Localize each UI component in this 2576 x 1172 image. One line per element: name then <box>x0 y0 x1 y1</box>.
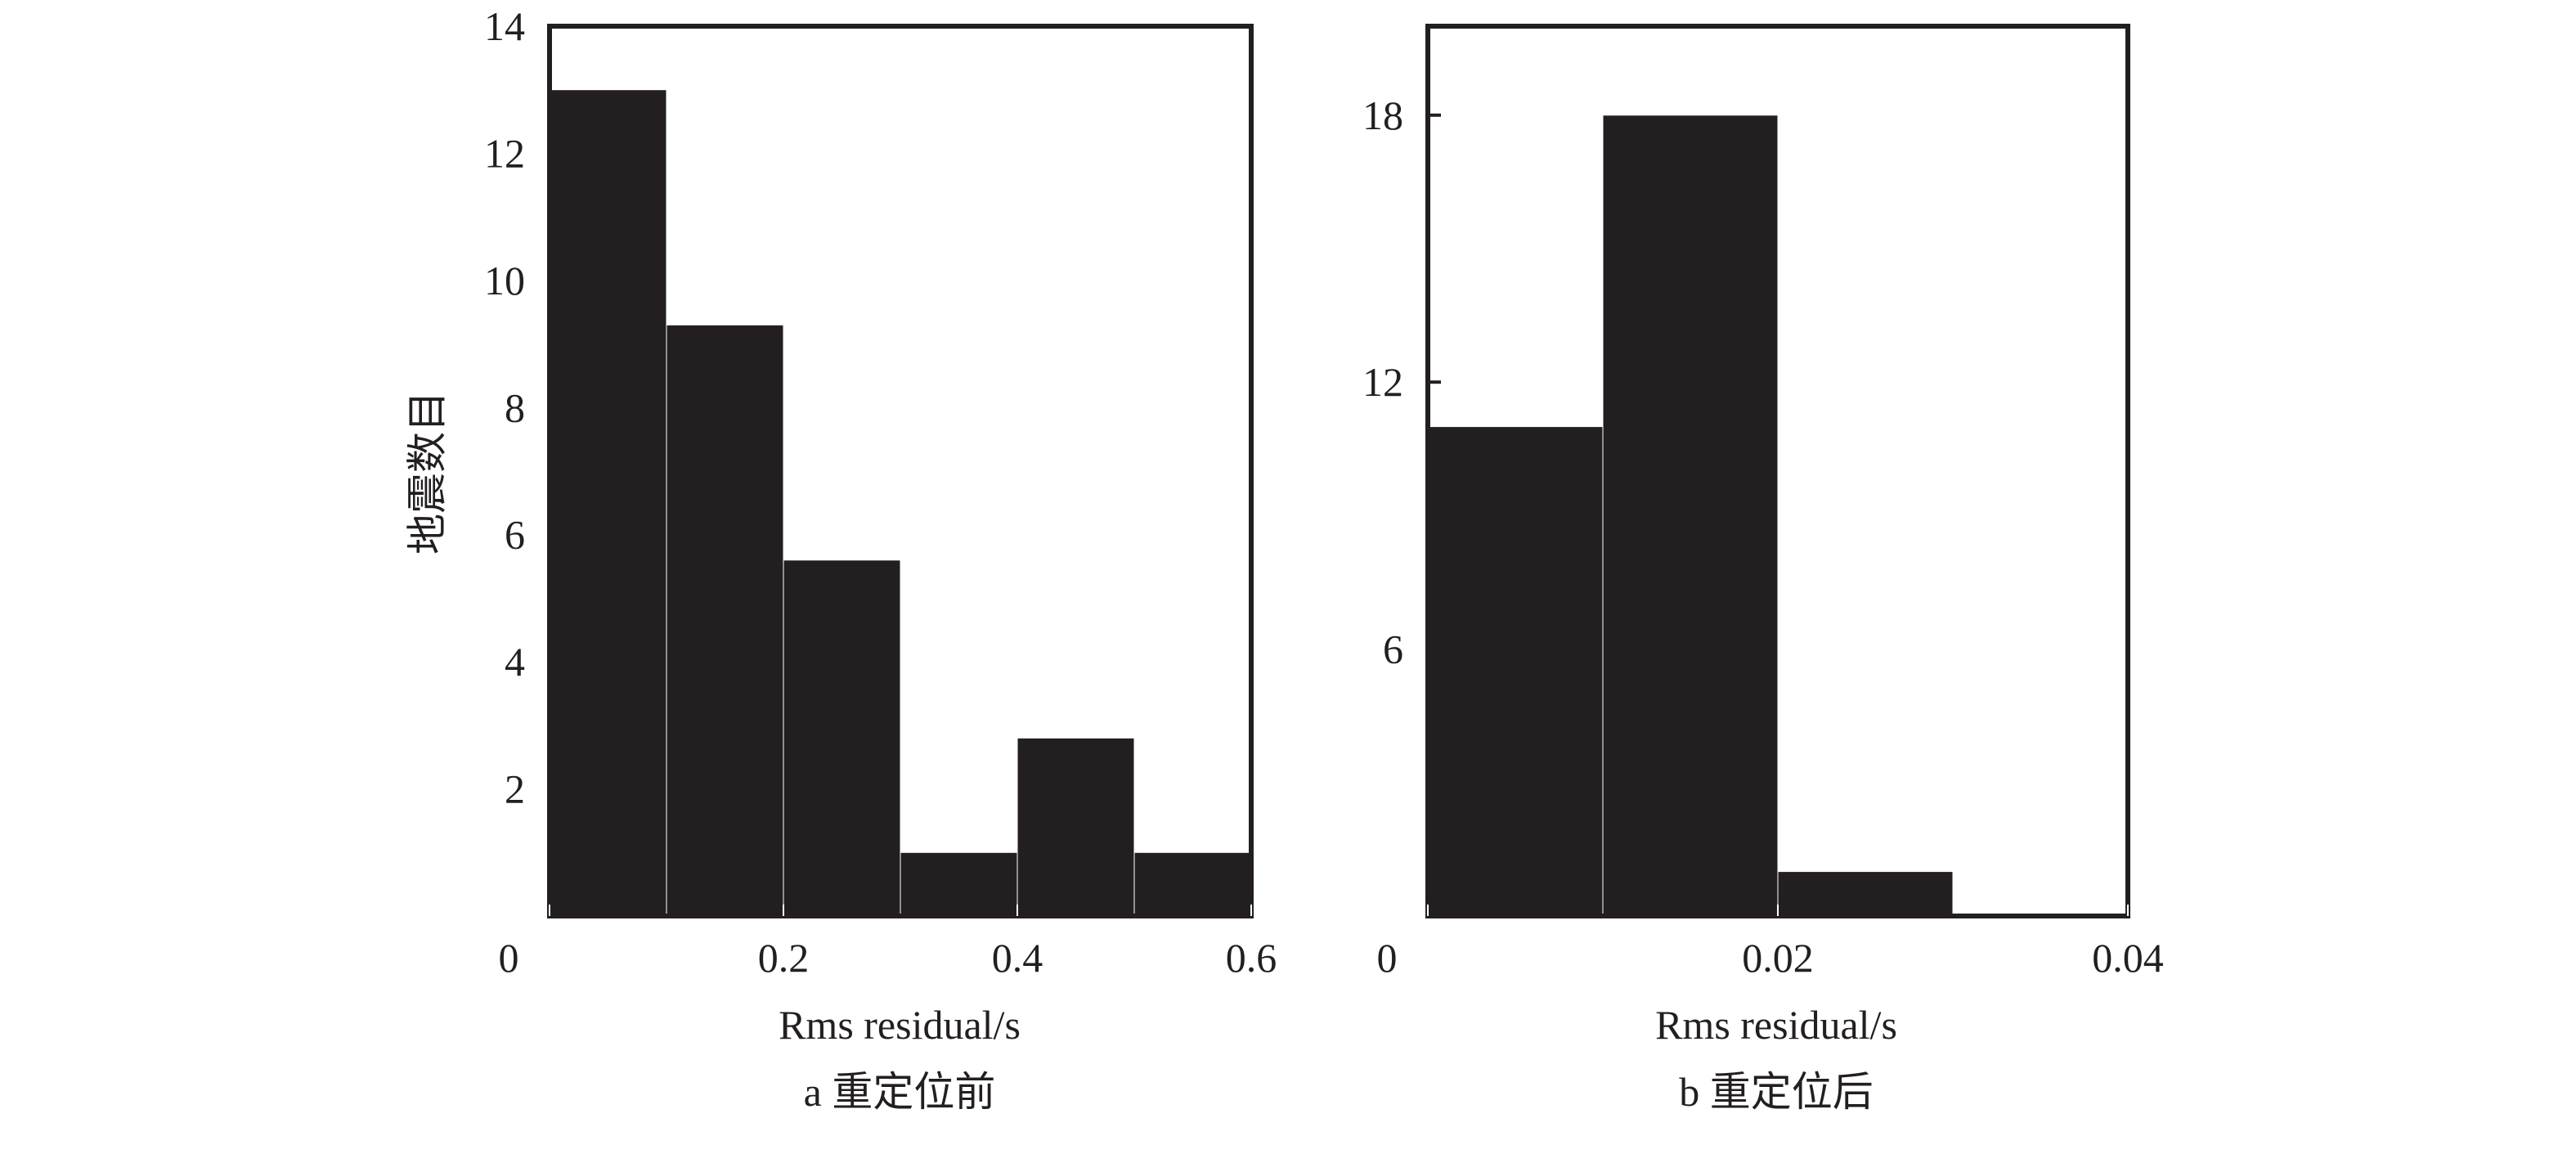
panel-b: 6 12 18 0 0.02 0.04 Rms residual/s b 重定位后 <box>1362 24 2164 1115</box>
panel-a-bar-2 <box>666 324 784 917</box>
panel-a-y-tick-label: 14 <box>484 3 525 49</box>
panel-a-bar-5 <box>1016 737 1135 917</box>
panel-a-bar-4 <box>900 851 1018 917</box>
panel-b-y-tick-label: 18 <box>1362 92 1403 138</box>
panel-a-y-tick-label: 10 <box>484 258 525 303</box>
panel-a-frame <box>547 24 1254 918</box>
panel-a-x-tick-label: 0 <box>499 935 519 981</box>
panel-a-y-tick-label: 8 <box>505 384 525 430</box>
panel-b-y-tick-label: 6 <box>1383 626 1403 672</box>
panel-b-bar-2 <box>1602 115 1779 917</box>
panel-b-y-tick-label: 12 <box>1362 359 1403 405</box>
panel-b-x-tick-label: 0.02 <box>1742 935 1814 981</box>
panel-a-bar-6 <box>1133 851 1252 917</box>
y-axis-label: 地震数目 <box>404 391 450 555</box>
panel-a-x-axis-label: Rms residual/s <box>779 1002 1021 1048</box>
panel-a-x-ticks: 0 0.2 0.4 0.6 <box>499 905 1277 981</box>
panel-b-x-axis-label: Rms residual/s <box>1655 1002 1897 1048</box>
panel-a-y-tick-label: 6 <box>505 512 525 558</box>
panel-a-x-tick-label: 0.4 <box>992 935 1043 981</box>
panel-a-bars <box>549 89 1252 917</box>
panel-a-y-tick-label: 2 <box>505 766 525 812</box>
panel-a-y-tick-label: 12 <box>484 130 525 176</box>
panel-b-x-tick-label: 0.04 <box>2092 935 2164 981</box>
panel-a-y-ticks: 2 4 6 8 10 12 14 <box>484 3 563 812</box>
panel-a-caption: a 重定位前 <box>804 1069 996 1115</box>
panel-a-bar-3 <box>783 559 901 917</box>
panel-b-bars <box>1427 115 1954 917</box>
panel-a: 2 4 6 8 10 12 14 0 0.2 0.4 0.6 Rms residual/s a 重… <box>484 3 1277 1115</box>
panel-b-caption: b 重定位后 <box>1679 1069 1874 1115</box>
panel-b-x-ticks: 0 0.02 0.04 <box>1377 905 2164 981</box>
panel-b-x-tick-label: 0 <box>1377 935 1398 981</box>
panel-b-bar-3 <box>1777 871 1954 917</box>
panel-a-bar-1 <box>549 89 667 917</box>
panel-b-bar-1 <box>1427 426 1604 917</box>
panel-a-y-tick-label: 4 <box>505 639 525 685</box>
panel-a-x-tick-label: 0.6 <box>1226 935 1277 981</box>
panel-a-x-tick-label: 0.2 <box>758 935 810 981</box>
panel-b-y-ticks: 6 12 18 <box>1362 92 1441 672</box>
